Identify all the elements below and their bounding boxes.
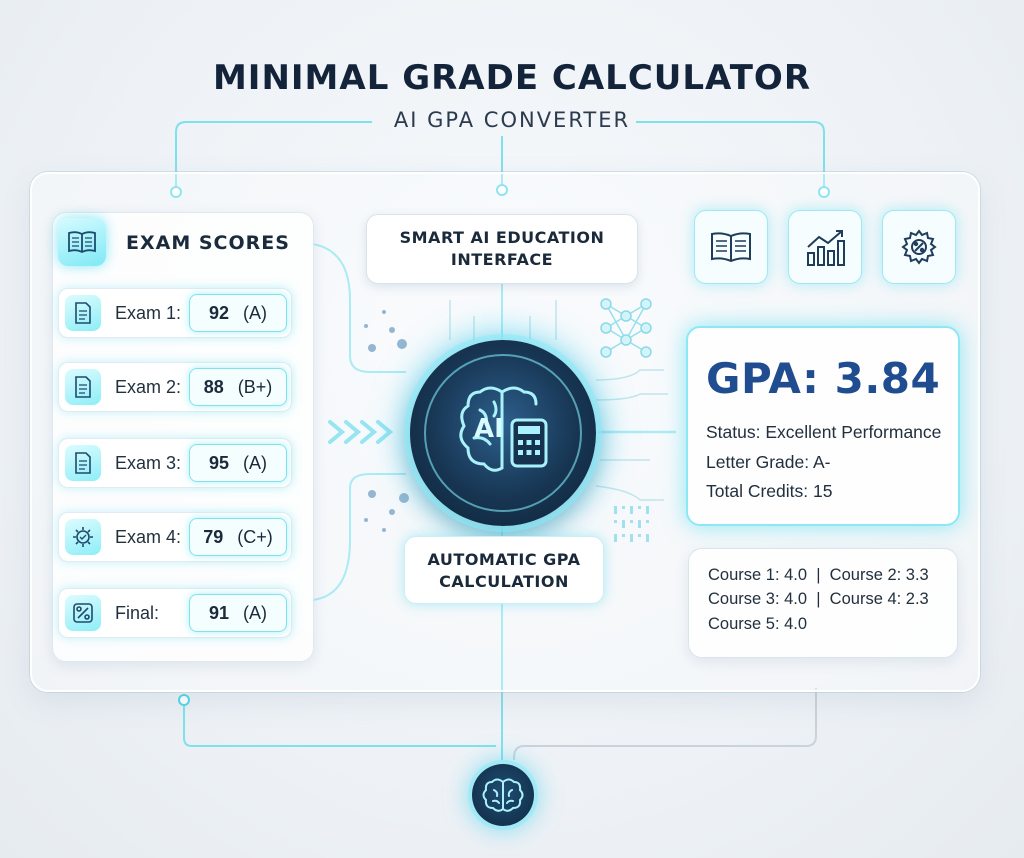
score-value: 91: [208, 602, 230, 623]
percent-icon: [65, 595, 101, 631]
page-subtitle: AI GPA CONVERTER: [393, 108, 631, 132]
automatic-gpa-calculation-label: AUTOMATIC GPA CALCULATION: [404, 536, 604, 604]
book-icon: [711, 232, 751, 263]
exam-row[interactable]: Exam 3: 95 (A): [58, 438, 292, 488]
letter-grade: (B+): [237, 376, 273, 397]
document-icon: [65, 369, 101, 405]
page-title: MINIMAL GRADE CALCULATOR: [212, 58, 812, 98]
score-field[interactable]: 91 (A): [189, 594, 287, 632]
letter-grade: (C+): [237, 526, 273, 547]
gpa-result-card: [686, 326, 960, 526]
score-value: 79: [203, 526, 224, 547]
chart-icon: [807, 230, 845, 266]
ai-core-button[interactable]: AI: [410, 340, 596, 526]
document-icon: [65, 445, 101, 481]
letter-grade: (A): [243, 602, 268, 623]
calculation-label-line: CALCULATION: [439, 572, 569, 591]
score-value: 88: [203, 376, 224, 397]
ai-brain-calculator-icon: [424, 354, 582, 512]
course-line: Course 1: 4.0 | Course 2: 3.3: [708, 566, 929, 584]
exam-row[interactable]: Exam 2: 88 (B+): [58, 362, 292, 412]
gpa-value: GPA: 3.84: [706, 354, 941, 403]
ai-core-label: AI: [474, 414, 504, 444]
book-icon: [58, 218, 106, 266]
score-value: 92: [208, 302, 230, 323]
total-credits-text: Total Credits: 15: [706, 481, 833, 501]
exam-row[interactable]: Exam 1: 92 (A): [58, 288, 292, 338]
smart-ai-interface-label: SMART AI EDUCATION INTERFACE: [366, 214, 638, 284]
exam-scores-panel: [52, 212, 314, 662]
exam-label: Final:: [115, 603, 160, 623]
course-line: Course 5: 4.0: [708, 615, 808, 633]
status-text: Status: Excellent Performance: [706, 422, 942, 442]
brain-node-button[interactable]: [472, 764, 534, 826]
exam-label: Exam 3:: [115, 453, 182, 473]
brain-icon: [482, 778, 524, 812]
book-icon-button[interactable]: [694, 210, 768, 284]
settings-icon: [901, 229, 937, 265]
exam-scores-title: EXAM SCORES: [126, 232, 290, 254]
interface-label-line: INTERFACE: [450, 250, 554, 269]
score-field[interactable]: 92 (A): [189, 294, 287, 332]
letter-grade: (A): [243, 452, 268, 473]
settings-icon-button[interactable]: [882, 210, 956, 284]
exam-label: Exam 2:: [115, 377, 182, 397]
course-line: Course 3: 4.0 | Course 4: 2.3: [708, 590, 929, 608]
letter-grade: (A): [243, 302, 268, 323]
score-value: 95: [208, 452, 230, 473]
course-breakdown-card: [688, 548, 958, 658]
interface-label-line: SMART AI EDUCATION: [399, 228, 605, 247]
score-field[interactable]: 79 (C+): [189, 518, 287, 556]
score-field[interactable]: 88 (B+): [189, 368, 287, 406]
exam-row[interactable]: Final: 91 (A): [58, 588, 292, 638]
document-icon: [65, 295, 101, 331]
exam-label: Exam 4:: [115, 527, 182, 547]
exam-row[interactable]: Exam 4: 79 (C+): [58, 512, 292, 562]
letter-grade-text: Letter Grade: A-: [706, 452, 831, 472]
exam-label: Exam 1:: [115, 303, 182, 323]
score-field[interactable]: 95 (A): [189, 444, 287, 482]
chart-icon-button[interactable]: [788, 210, 862, 284]
gear-check-icon: [65, 519, 101, 555]
calculation-label-line: AUTOMATIC GPA: [427, 550, 581, 569]
